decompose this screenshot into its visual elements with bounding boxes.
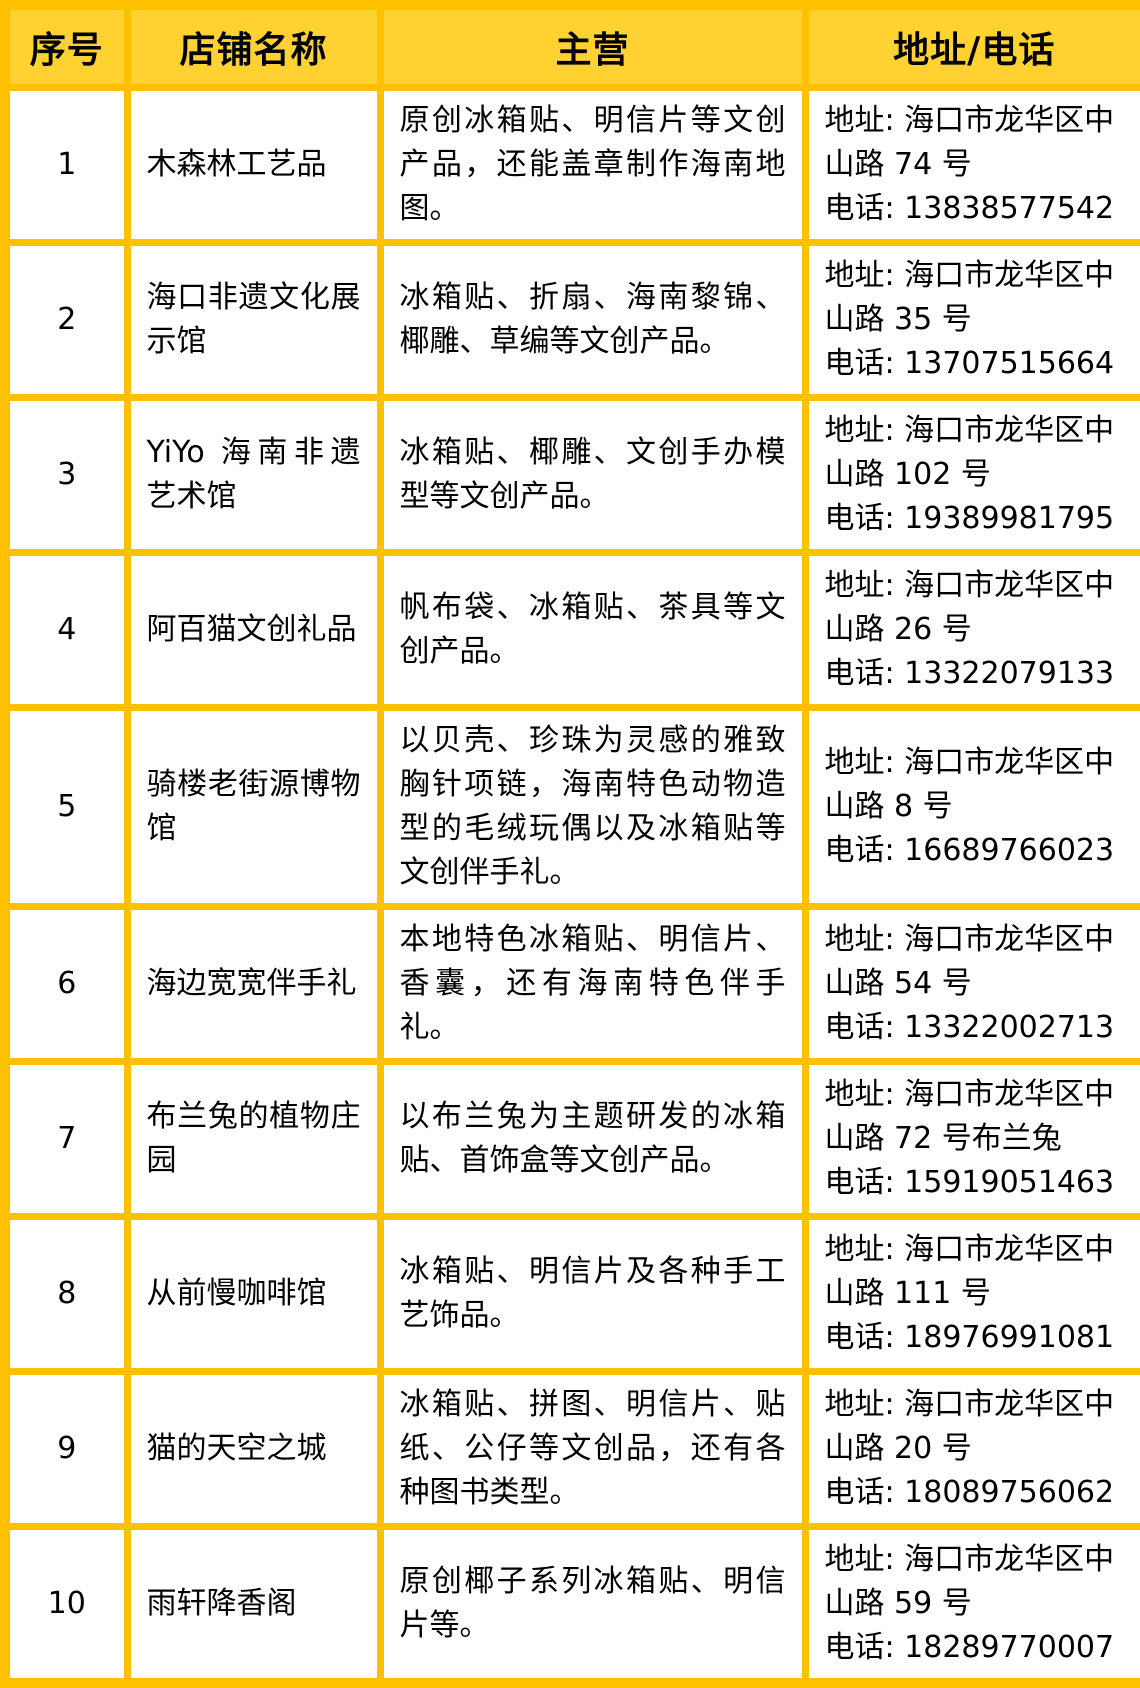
cell-index: 4 <box>1 548 131 711</box>
address-line: 地址: 海口市龙华区中山路 74 号 <box>824 102 1115 182</box>
cell-contact: 地址: 海口市龙华区中山路 54 号 电话: 13322002713 <box>801 902 1140 1065</box>
address-line: 地址: 海口市龙华区中山路 111 号 <box>824 1231 1115 1311</box>
header-col-shop-name: 店铺名称 <box>123 1 384 91</box>
cell-business: 原创冰箱贴、明信片等文创产品，还能盖章制作海南地图。 <box>376 83 809 246</box>
cell-contact: 地址: 海口市龙华区中山路 102 号 电话: 19389981795 <box>801 393 1140 556</box>
cell-business: 冰箱贴、折扇、海南黎锦、椰雕、草编等文创产品。 <box>376 238 809 401</box>
cell-contact: 地址: 海口市龙华区中山路 20 号 电话: 18089756062 <box>801 1367 1140 1530</box>
cell-index: 7 <box>1 1057 131 1220</box>
phone-line: 电话: 13707515664 <box>824 345 1115 381</box>
table-row: 9 猫的天空之城 冰箱贴、拼图、明信片、贴纸、公仔等文创品，还有各种图书类型。 … <box>1 1367 1140 1530</box>
cell-shop-name: 布兰兔的植物庄园 <box>123 1057 384 1220</box>
cell-business: 冰箱贴、椰雕、文创手办模型等文创产品。 <box>376 393 809 556</box>
table-body: 1 木森林工艺品 原创冰箱贴、明信片等文创产品，还能盖章制作海南地图。 地址: … <box>1 83 1140 1686</box>
phone-line: 电话: 13322002713 <box>824 1009 1115 1045</box>
table-row: 3 YiYo 海南非遗艺术馆 冰箱贴、椰雕、文创手办模型等文创产品。 地址: 海… <box>1 393 1140 556</box>
cell-shop-name: 猫的天空之城 <box>123 1367 384 1530</box>
address-line: 地址: 海口市龙华区中山路 59 号 <box>824 1541 1115 1621</box>
cell-shop-name: YiYo 海南非遗艺术馆 <box>123 393 384 556</box>
cell-index: 3 <box>1 393 131 556</box>
cell-contact: 地址: 海口市龙华区中山路 26 号 电话: 13322079133 <box>801 548 1140 711</box>
header-row: 序号 店铺名称 主营 地址/电话 <box>1 1 1140 91</box>
cell-business: 冰箱贴、明信片及各种手工艺饰品。 <box>376 1212 809 1375</box>
table-row: 5 骑楼老街源博物馆 以贝壳、珍珠为灵感的雅致胸针项链，海南特色动物造型的毛绒玩… <box>1 703 1140 910</box>
address-line: 地址: 海口市龙华区中山路 72 号布兰兔 <box>824 1076 1115 1156</box>
phone-line: 电话: 16689766023 <box>824 832 1115 868</box>
cell-index: 6 <box>1 902 131 1065</box>
cell-business: 帆布袋、冰箱贴、茶具等文创产品。 <box>376 548 809 711</box>
cell-shop-name: 阿百猫文创礼品 <box>123 548 384 711</box>
cell-index: 5 <box>1 703 131 910</box>
address-line: 地址: 海口市龙华区中山路 35 号 <box>824 257 1115 337</box>
table-row: 8 从前慢咖啡馆 冰箱贴、明信片及各种手工艺饰品。 地址: 海口市龙华区中山路 … <box>1 1212 1140 1375</box>
cell-shop-name: 海口非遗文化展示馆 <box>123 238 384 401</box>
address-line: 地址: 海口市龙华区中山路 26 号 <box>824 567 1115 647</box>
table-row: 1 木森林工艺品 原创冰箱贴、明信片等文创产品，还能盖章制作海南地图。 地址: … <box>1 83 1140 246</box>
header-col-contact: 地址/电话 <box>801 1 1140 91</box>
cell-shop-name: 骑楼老街源博物馆 <box>123 703 384 910</box>
cell-business: 以布兰兔为主题研发的冰箱贴、首饰盒等文创产品。 <box>376 1057 809 1220</box>
phone-line: 电话: 15919051463 <box>824 1164 1115 1200</box>
header-col-index: 序号 <box>1 1 131 91</box>
table-row: 7 布兰兔的植物庄园 以布兰兔为主题研发的冰箱贴、首饰盒等文创产品。 地址: 海… <box>1 1057 1140 1220</box>
phone-line: 电话: 13322079133 <box>824 655 1115 691</box>
cell-business: 原创椰子系列冰箱贴、明信片等。 <box>376 1522 809 1686</box>
cell-index: 9 <box>1 1367 131 1530</box>
cell-index: 10 <box>1 1522 131 1686</box>
cell-business: 以贝壳、珍珠为灵感的雅致胸针项链，海南特色动物造型的毛绒玩偶以及冰箱贴等文创伴手… <box>376 703 809 910</box>
phone-line: 电话: 18289770007 <box>824 1629 1115 1665</box>
address-line: 地址: 海口市龙华区中山路 54 号 <box>824 921 1115 1001</box>
cell-contact: 地址: 海口市龙华区中山路 111 号 电话: 18976991081 <box>801 1212 1140 1375</box>
cell-shop-name: 从前慢咖啡馆 <box>123 1212 384 1375</box>
cell-shop-name: 海边宽宽伴手礼 <box>123 902 384 1065</box>
phone-line: 电话: 13838577542 <box>824 190 1115 226</box>
phone-line: 电话: 19389981795 <box>824 500 1115 536</box>
phone-line: 电话: 18089756062 <box>824 1474 1115 1510</box>
cell-index: 8 <box>1 1212 131 1375</box>
cell-contact: 地址: 海口市龙华区中山路 59 号 电话: 18289770007 <box>801 1522 1140 1686</box>
cell-shop-name: 雨轩降香阁 <box>123 1522 384 1686</box>
cell-shop-name: 木森林工艺品 <box>123 83 384 246</box>
cell-contact: 地址: 海口市龙华区中山路 8 号 电话: 16689766023 <box>801 703 1140 910</box>
table-row: 10 雨轩降香阁 原创椰子系列冰箱贴、明信片等。 地址: 海口市龙华区中山路 5… <box>1 1522 1140 1686</box>
cell-index: 1 <box>1 83 131 246</box>
phone-line: 电话: 18976991081 <box>824 1319 1115 1355</box>
cell-contact: 地址: 海口市龙华区中山路 35 号 电话: 13707515664 <box>801 238 1140 401</box>
address-line: 地址: 海口市龙华区中山路 102 号 <box>824 412 1115 492</box>
cell-contact: 地址: 海口市龙华区中山路 74 号 电话: 13838577542 <box>801 83 1140 246</box>
cell-business: 冰箱贴、拼图、明信片、贴纸、公仔等文创品，还有各种图书类型。 <box>376 1367 809 1530</box>
table-row: 6 海边宽宽伴手礼 本地特色冰箱贴、明信片、香囊，还有海南特色伴手礼。 地址: … <box>1 902 1140 1065</box>
address-line: 地址: 海口市龙华区中山路 8 号 <box>824 744 1115 824</box>
table-row: 4 阿百猫文创礼品 帆布袋、冰箱贴、茶具等文创产品。 地址: 海口市龙华区中山路… <box>1 548 1140 711</box>
address-line: 地址: 海口市龙华区中山路 20 号 <box>824 1386 1115 1466</box>
cell-business: 本地特色冰箱贴、明信片、香囊，还有海南特色伴手礼。 <box>376 902 809 1065</box>
table-row: 2 海口非遗文化展示馆 冰箱贴、折扇、海南黎锦、椰雕、草编等文创产品。 地址: … <box>1 238 1140 401</box>
cell-index: 2 <box>1 238 131 401</box>
cell-contact: 地址: 海口市龙华区中山路 72 号布兰兔 电话: 15919051463 <box>801 1057 1140 1220</box>
header-col-business: 主营 <box>376 1 809 91</box>
